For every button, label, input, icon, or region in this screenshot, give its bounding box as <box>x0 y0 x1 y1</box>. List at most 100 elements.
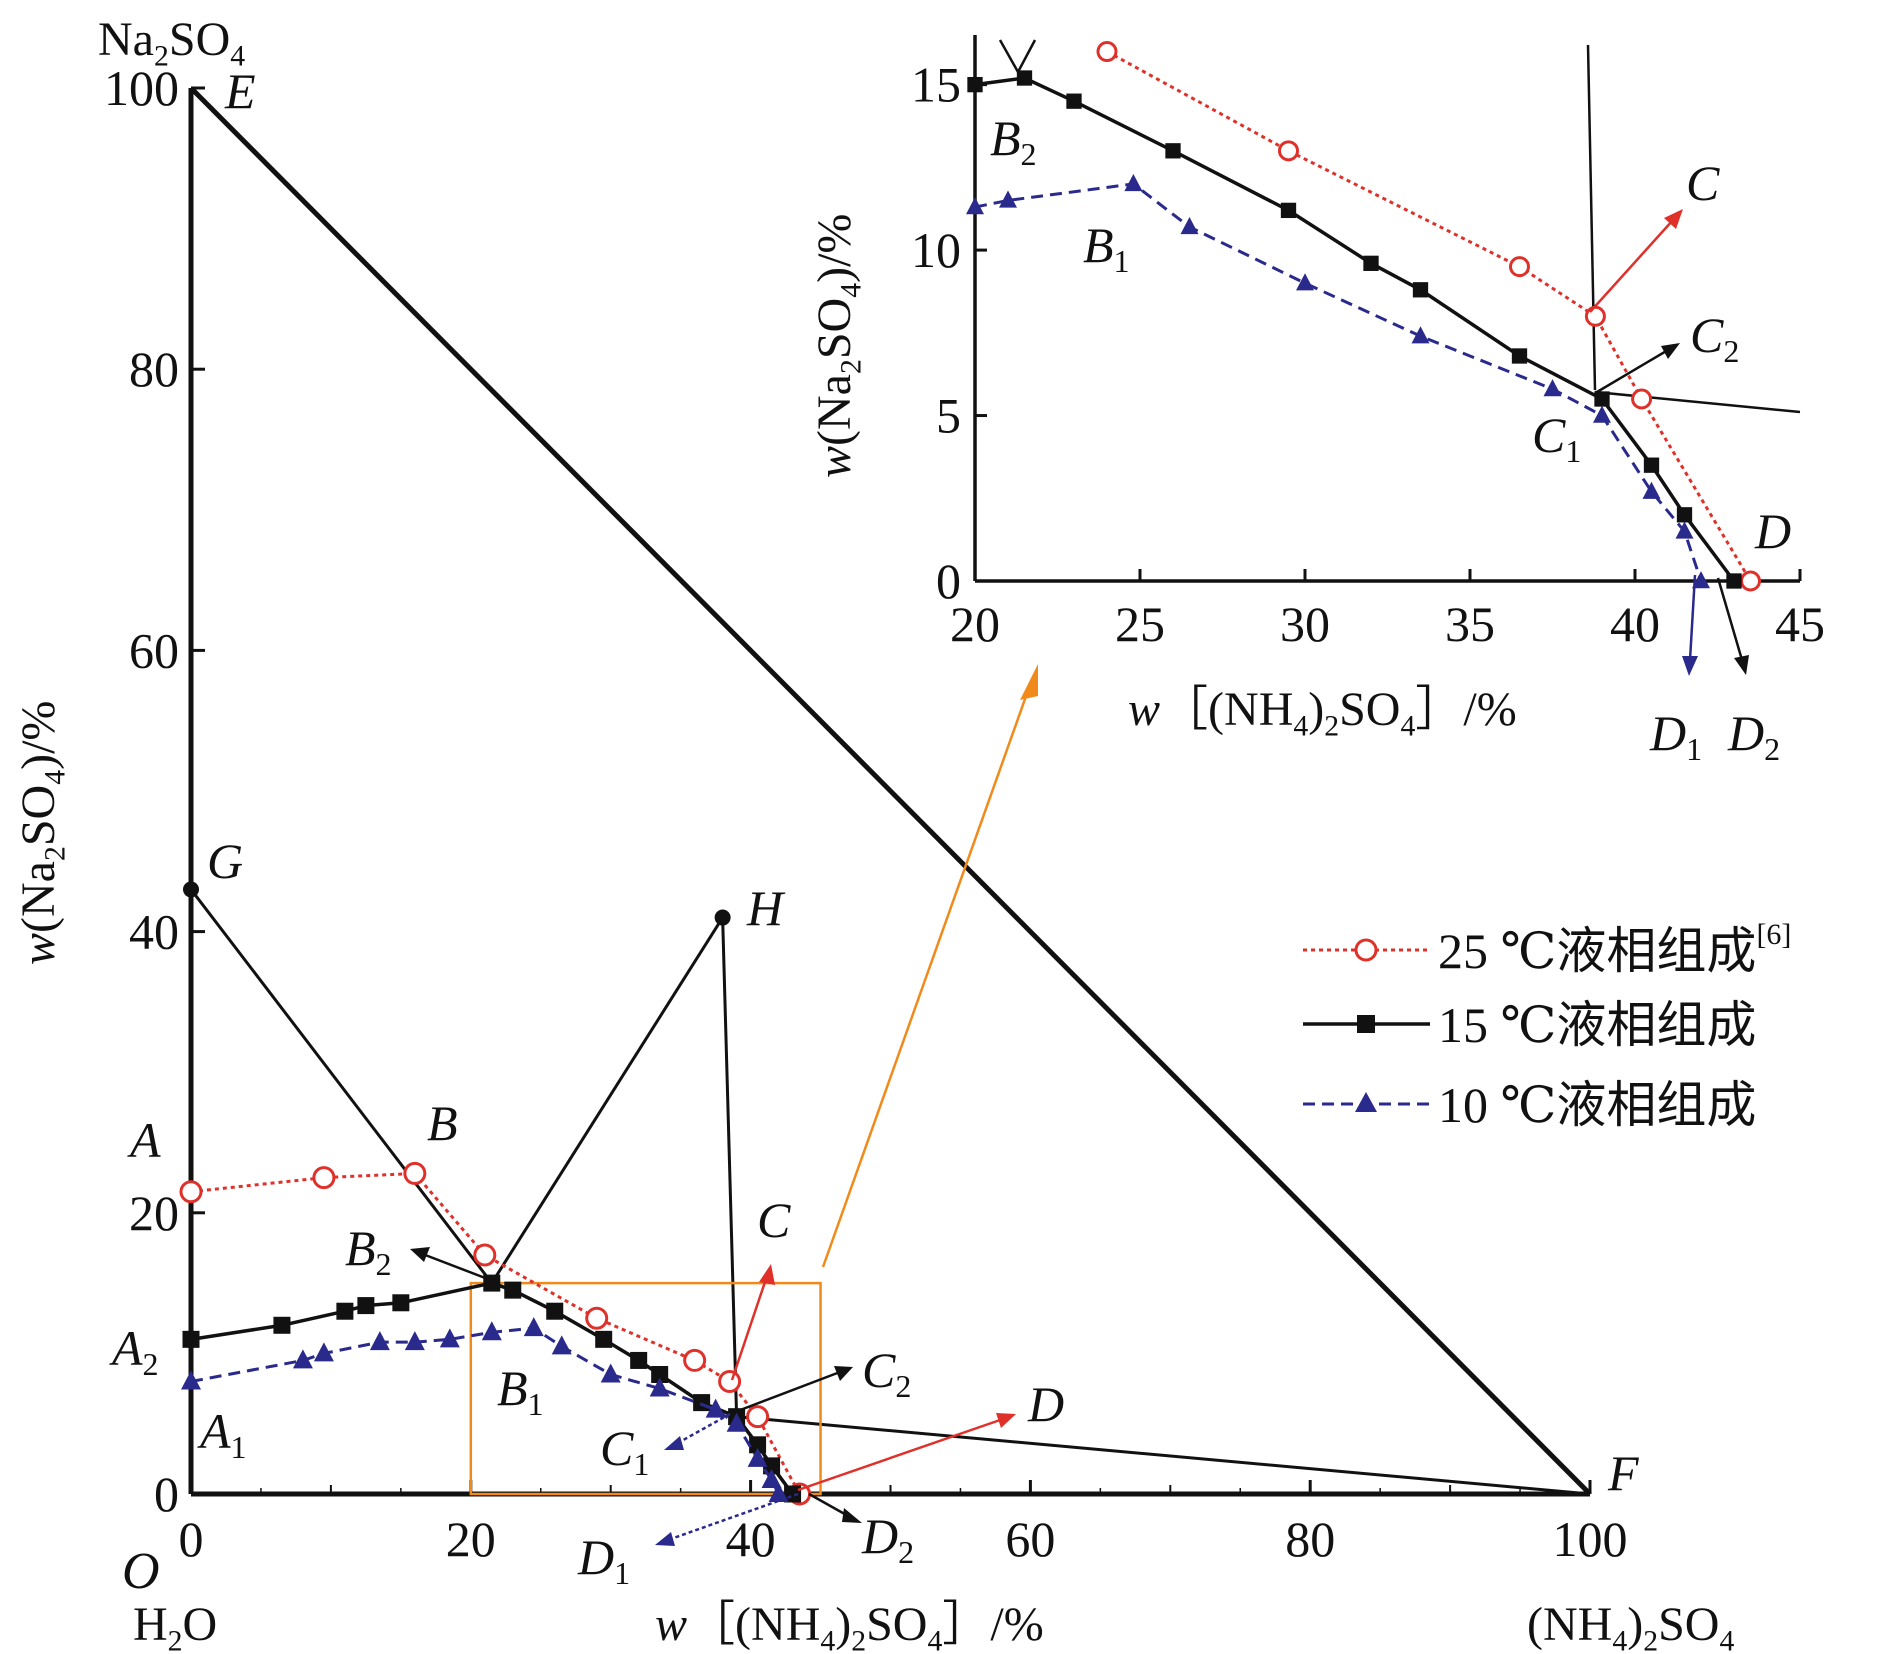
legend-marker-10c <box>1355 1092 1377 1112</box>
inset-x-tick-label: 40 <box>1610 596 1660 652</box>
construction-line <box>490 916 724 1284</box>
legend-label-15c: 15 ℃液相组成 <box>1438 997 1756 1053</box>
inset-x-tick-label: 30 <box>1280 596 1330 652</box>
main-point <box>439 1328 460 1348</box>
label-d1: D1 <box>577 1529 630 1591</box>
construction-line <box>721 917 739 1417</box>
main-y-tick-label: 40 <box>129 904 179 960</box>
inset-point <box>1543 379 1562 397</box>
inset-label-d1: D1 <box>1649 705 1702 767</box>
arrow-d-red-head <box>996 1413 1016 1428</box>
arrow-d2-head <box>842 1508 862 1523</box>
legend-label-10c: 10 ℃液相组成 <box>1438 1077 1756 1133</box>
inset-point <box>967 76 983 93</box>
inset-point <box>1511 348 1528 364</box>
inset-label-d2: D2 <box>1727 705 1780 767</box>
main-point <box>481 1321 502 1341</box>
main-x-tick-label: 80 <box>1285 1511 1335 1567</box>
inset-line-b2-up1 <box>998 39 1020 73</box>
inset-point <box>1509 256 1530 278</box>
construction-lines <box>183 86 1592 1496</box>
inset-point <box>1726 573 1742 589</box>
main-point <box>504 1281 522 1299</box>
inset-point <box>999 190 1017 208</box>
main-series-line <box>190 1171 801 1495</box>
main-point <box>705 1398 726 1418</box>
inset-line-ch <box>1586 44 1597 391</box>
construction-line <box>189 86 1592 1496</box>
inset-label-c2: C2 <box>1690 307 1739 369</box>
label-a: A <box>127 1112 161 1168</box>
inset-arrow-c2-head <box>1661 343 1680 359</box>
inset-arrow-c <box>1589 219 1674 313</box>
inset-arrow-d2 <box>1716 577 1744 661</box>
inset-annotation-arrows <box>1589 209 1749 676</box>
inset-arrow-d2-head <box>1734 655 1749 675</box>
inset-point <box>1675 521 1694 539</box>
inset-series-line <box>974 76 1736 583</box>
main-point <box>763 1457 781 1475</box>
main-point <box>312 1166 336 1190</box>
vertex-dot <box>714 909 731 926</box>
inset-point <box>1584 305 1606 327</box>
inset-point <box>1180 217 1199 235</box>
construction-line <box>189 888 493 1285</box>
inset-y-tick-label: 5 <box>936 388 961 444</box>
main-point <box>292 1349 313 1369</box>
arrow-d2 <box>808 1492 851 1519</box>
inset-series-open-circle <box>1096 41 1761 592</box>
inset-point <box>1165 143 1181 159</box>
legend-item-10c: 10 ℃液相组成 <box>1303 1077 1756 1133</box>
main-point <box>585 1306 609 1330</box>
label-e: E <box>224 63 256 119</box>
inset-point <box>1643 457 1660 473</box>
main-x-tick-label: 40 <box>726 1511 776 1567</box>
legend-label-25c: 25 ℃液相组成[6] <box>1438 918 1791 979</box>
legend: 25 ℃液相组成[6] 15 ℃液相组成 10 ℃液相组成 <box>1303 918 1791 1133</box>
legend-marker-25c <box>1354 938 1378 962</box>
inset-point <box>1280 202 1297 219</box>
inset-label-b2: B2 <box>990 110 1037 172</box>
inset-label-c1: C1 <box>1532 407 1581 469</box>
inset-x-tick-label: 45 <box>1775 596 1825 652</box>
inset-series-filled-triangle <box>966 174 1710 589</box>
inset-x-tick-label: 35 <box>1445 596 1495 652</box>
zoom-arrow-line <box>821 684 1032 1268</box>
main-point <box>630 1351 648 1369</box>
inset-label-d: D <box>1754 503 1791 559</box>
inset-x-tick-label: 25 <box>1115 596 1165 652</box>
arrow-c-red <box>730 1275 769 1381</box>
inset-arrow-d1-head <box>1682 656 1698 676</box>
main-text: Na2SO4 H2O (NH4)2SO4 O w［(NH4)2SO4］/% w(… <box>12 13 1734 1654</box>
main-y-tick-label: 80 <box>129 341 179 397</box>
main-point <box>473 1243 497 1267</box>
main-point <box>718 1370 742 1394</box>
inset-line-cf <box>1594 390 1801 414</box>
arrow-c-red-head <box>759 1264 775 1285</box>
inset-point <box>1593 405 1611 423</box>
arrow-b2 <box>419 1251 494 1283</box>
arrow-d1 <box>667 1492 799 1542</box>
label-a2: A2 <box>109 1320 159 1382</box>
main-point <box>404 1331 425 1351</box>
inset-arrow-c2 <box>1596 348 1669 394</box>
main-point <box>357 1297 375 1315</box>
inset-point <box>1363 255 1379 271</box>
arrow-d1-head <box>655 1532 675 1546</box>
inset-series-line <box>1106 50 1752 582</box>
inset-y-tick-label: 15 <box>911 57 961 113</box>
inset-series-filled-square <box>967 70 1742 589</box>
inset-axis-ticks: 20 25 30 35 40 45 0 5 10 15 <box>911 57 1825 652</box>
inset-point <box>1594 391 1610 407</box>
main-x-tick-label: 100 <box>1553 1511 1628 1567</box>
inset-point <box>1411 326 1430 344</box>
arrow-c1-head <box>664 1436 684 1450</box>
main-y-axis-label: w(Na2SO4)/% <box>12 701 72 965</box>
inset-label-c: C <box>1686 155 1720 211</box>
inset-y-axis-label: w(Na2SO4)/% <box>808 214 868 478</box>
inset-point <box>1631 388 1653 410</box>
inset-point-labels: B2 B1 C C2 C1 D D1 D2 <box>990 110 1791 767</box>
inset-point <box>966 197 984 215</box>
arrow-c2 <box>734 1370 841 1414</box>
